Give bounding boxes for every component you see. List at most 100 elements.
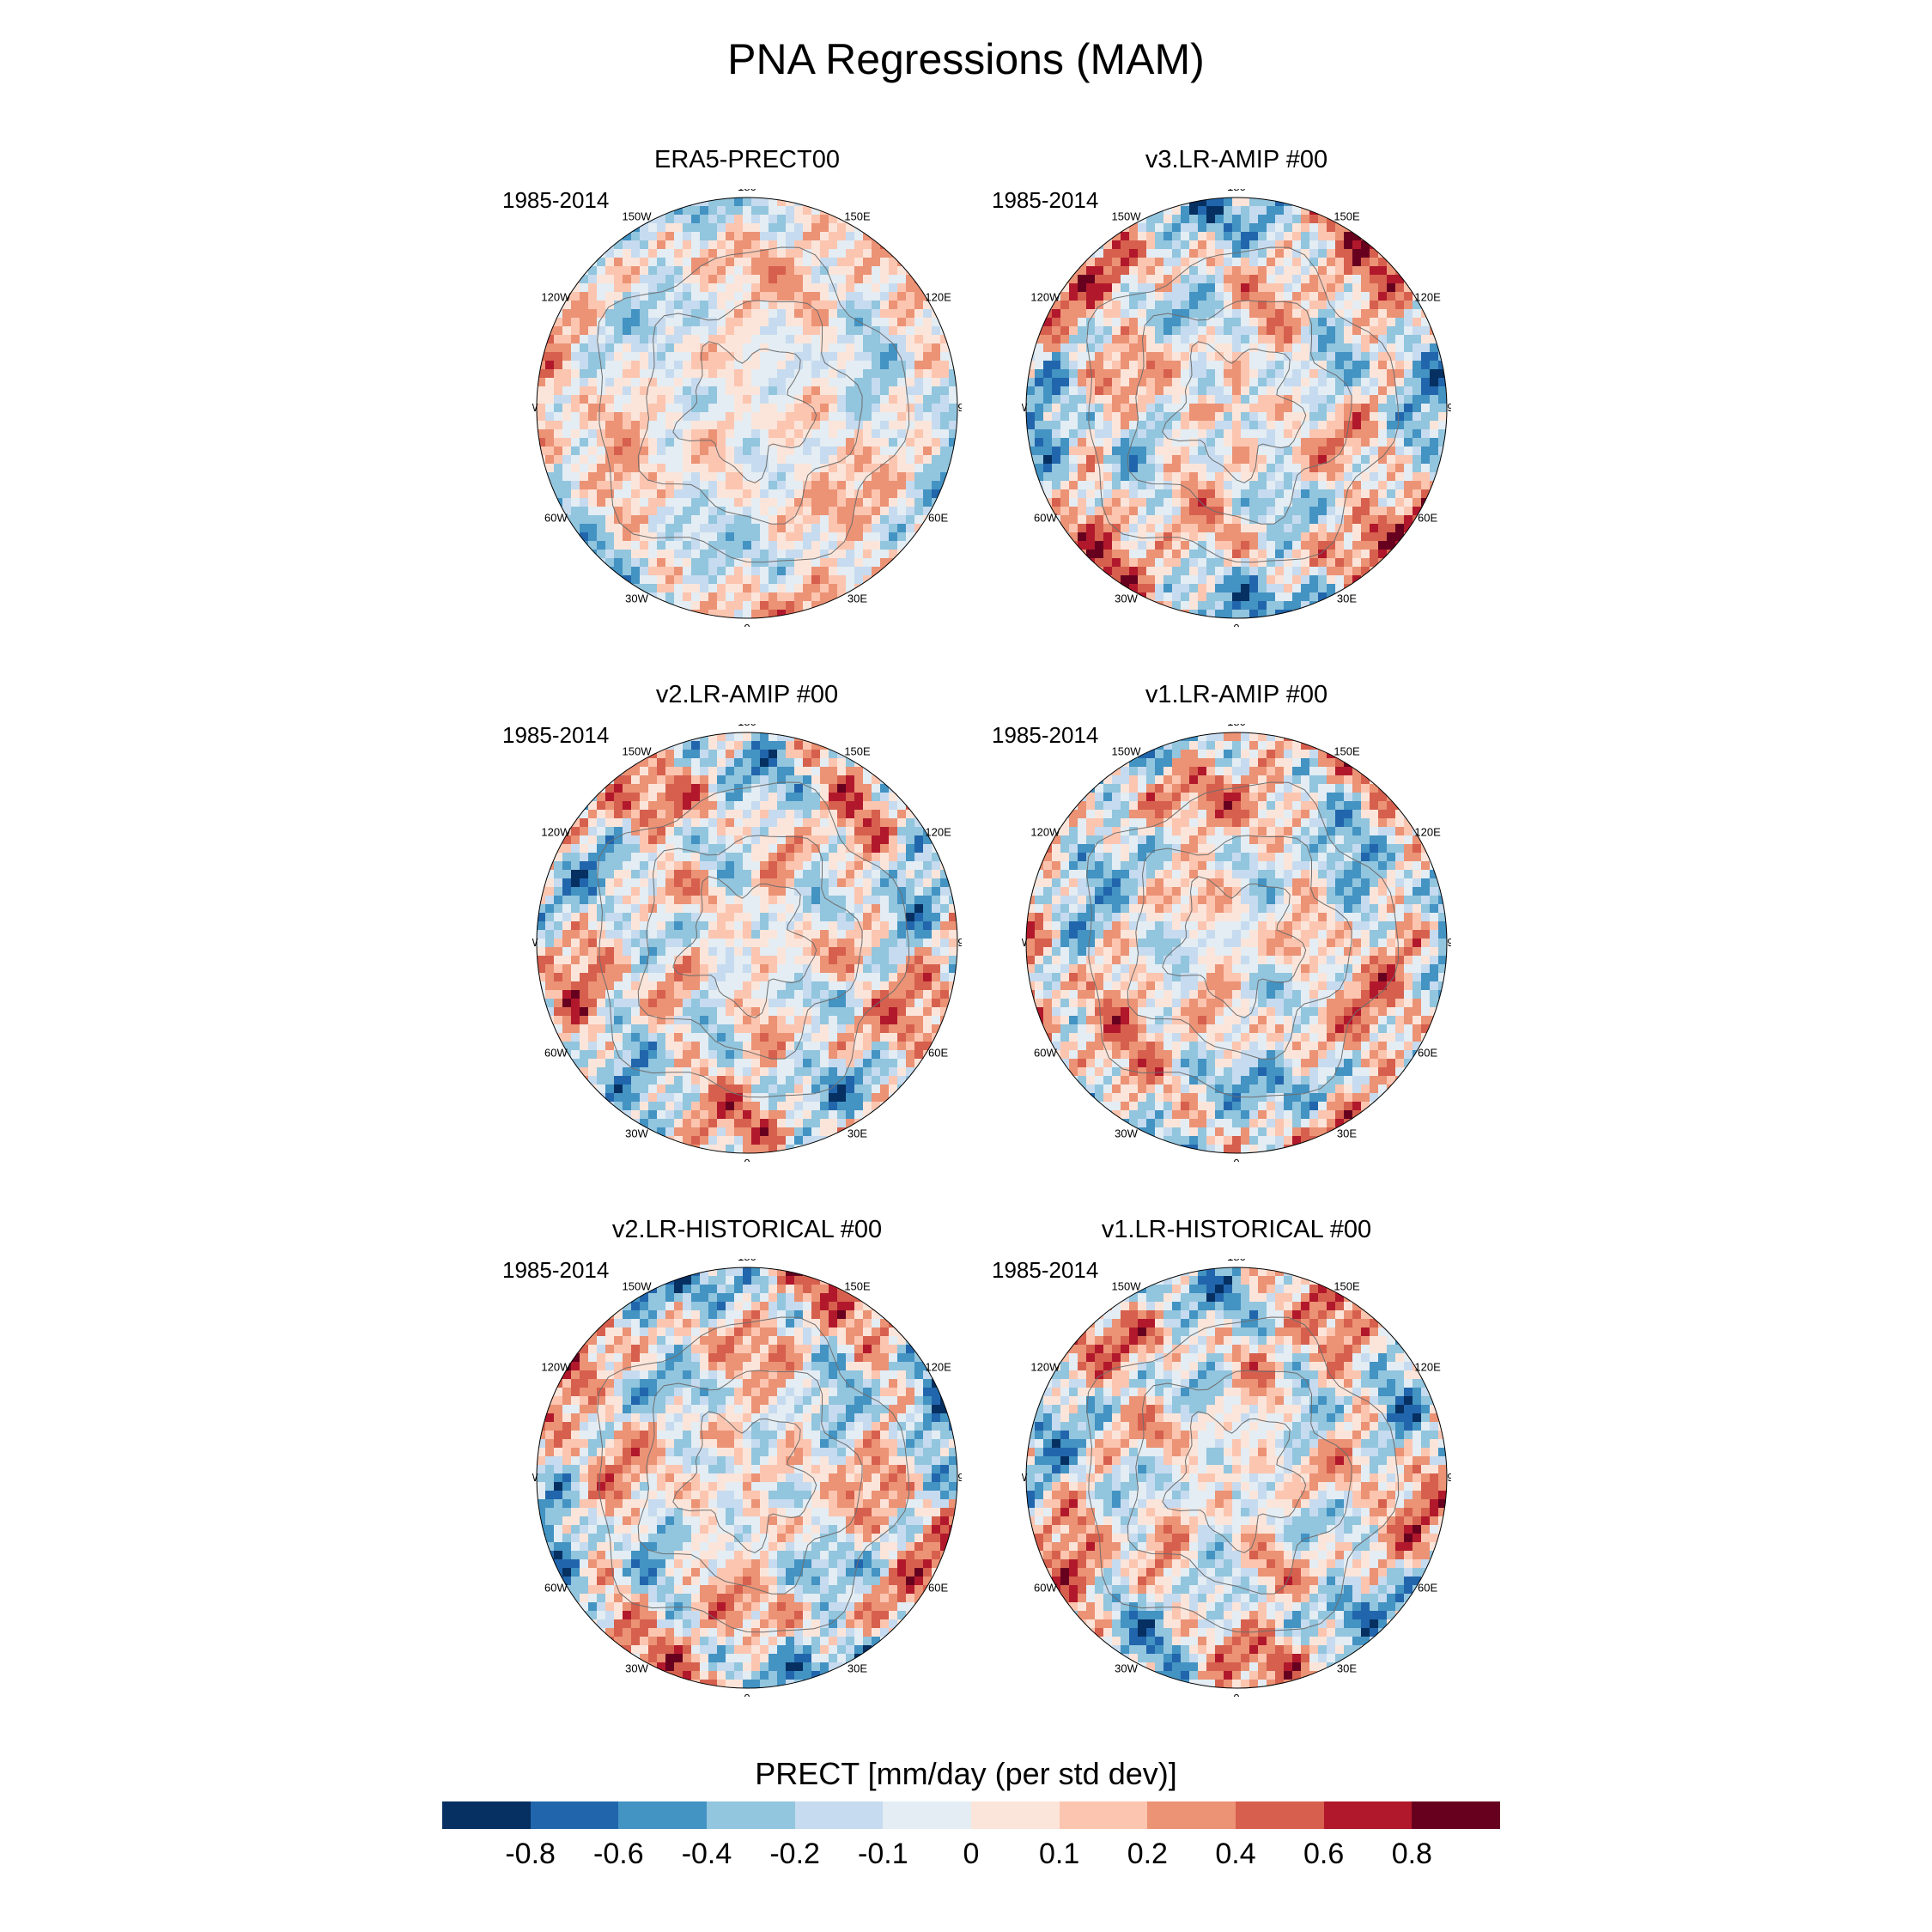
field-cell <box>1395 292 1405 301</box>
field-cell <box>1103 550 1113 559</box>
field-cell <box>1232 361 1242 370</box>
field-cell <box>1146 378 1156 387</box>
field-cell <box>863 309 872 319</box>
field-cell <box>820 421 829 430</box>
field-cell <box>1241 550 1250 559</box>
field-cell <box>734 489 744 499</box>
field-cell <box>949 206 957 216</box>
field-cell <box>1198 223 1207 233</box>
field-cell <box>1421 481 1431 490</box>
field-cell <box>786 335 795 344</box>
field-cell <box>846 266 855 276</box>
field-cell <box>1078 232 1087 241</box>
field-cell <box>751 455 761 465</box>
field-cell <box>811 352 821 361</box>
field-cell <box>1241 541 1250 550</box>
field-cell <box>691 283 701 293</box>
field-cell <box>580 515 589 525</box>
field-cell <box>1163 395 1173 404</box>
field-cell <box>1095 258 1104 267</box>
field-cell <box>1395 472 1405 482</box>
field-cell <box>1267 610 1276 618</box>
longitude-label: 0 <box>744 622 750 627</box>
field-cell <box>846 309 855 319</box>
field-cell <box>1292 275 1302 284</box>
field-cell <box>1258 438 1267 447</box>
field-cell <box>1267 472 1276 482</box>
field-cell <box>889 378 898 387</box>
field-cell <box>1241 498 1250 507</box>
field-cell <box>683 309 692 319</box>
field-cell <box>588 318 598 327</box>
field-cell <box>1069 223 1078 233</box>
field-cell <box>777 283 787 293</box>
field-cell <box>1069 498 1078 507</box>
field-cell <box>1284 386 1293 396</box>
field-cell <box>545 258 555 267</box>
field-cell <box>1086 412 1096 422</box>
field-cell <box>571 309 580 319</box>
field-cell <box>1181 249 1190 258</box>
field-cell <box>1249 412 1259 422</box>
field-cell <box>1078 249 1087 258</box>
field-cell <box>1052 429 1061 439</box>
field-cell <box>580 732 589 742</box>
field-cell <box>1155 567 1164 576</box>
field-cell <box>949 741 957 750</box>
field-cell <box>872 352 881 361</box>
field-cell <box>1060 335 1070 344</box>
field-cell <box>1361 412 1370 422</box>
field-cell <box>1095 283 1104 293</box>
field-cell <box>1163 429 1173 439</box>
field-cell <box>1052 567 1061 576</box>
field-cell <box>1189 532 1199 542</box>
field-cell <box>846 732 855 742</box>
field-cell <box>923 378 933 387</box>
field-cell <box>1258 343 1267 353</box>
field-cell <box>1327 386 1336 396</box>
field-cell <box>837 378 847 387</box>
field-cell <box>571 575 580 585</box>
field-cell <box>665 732 675 742</box>
field-cell <box>949 395 957 404</box>
field-cell <box>829 421 838 430</box>
field-cell <box>906 584 915 593</box>
field-cell <box>777 472 787 482</box>
field-cell <box>803 575 812 585</box>
field-cell <box>786 524 795 533</box>
field-cell <box>897 741 907 750</box>
field-cell <box>562 472 572 482</box>
field-cell <box>1361 309 1370 319</box>
field-cell <box>940 352 950 361</box>
field-cell <box>537 232 546 241</box>
field-cell <box>1198 206 1207 216</box>
field-cell <box>1103 378 1113 387</box>
field-cell <box>906 249 915 258</box>
field-cell <box>777 515 787 525</box>
field-cell <box>597 395 606 404</box>
field-cell <box>760 498 769 507</box>
field-cell <box>623 412 632 422</box>
field-cell <box>1387 455 1396 465</box>
field-cell <box>1241 601 1250 611</box>
field-cell <box>760 283 769 293</box>
field-cell <box>1241 610 1250 618</box>
field-cell <box>665 232 675 241</box>
field-cell <box>1258 215 1267 224</box>
field-cell <box>829 223 838 233</box>
field-cell <box>1352 481 1362 490</box>
field-cell <box>734 498 744 507</box>
field-cell <box>1146 447 1156 456</box>
field-cell <box>1189 584 1199 593</box>
field-cell <box>605 558 615 568</box>
field-cell <box>1370 275 1379 284</box>
field-cell <box>923 240 933 250</box>
field-cell <box>1404 498 1413 507</box>
field-cell <box>863 326 872 336</box>
field-cell <box>562 532 572 542</box>
field-cell <box>657 481 666 490</box>
field-cell <box>1301 318 1310 327</box>
field-cell <box>708 532 718 542</box>
field-cell <box>777 455 787 465</box>
field-cell <box>717 610 726 618</box>
